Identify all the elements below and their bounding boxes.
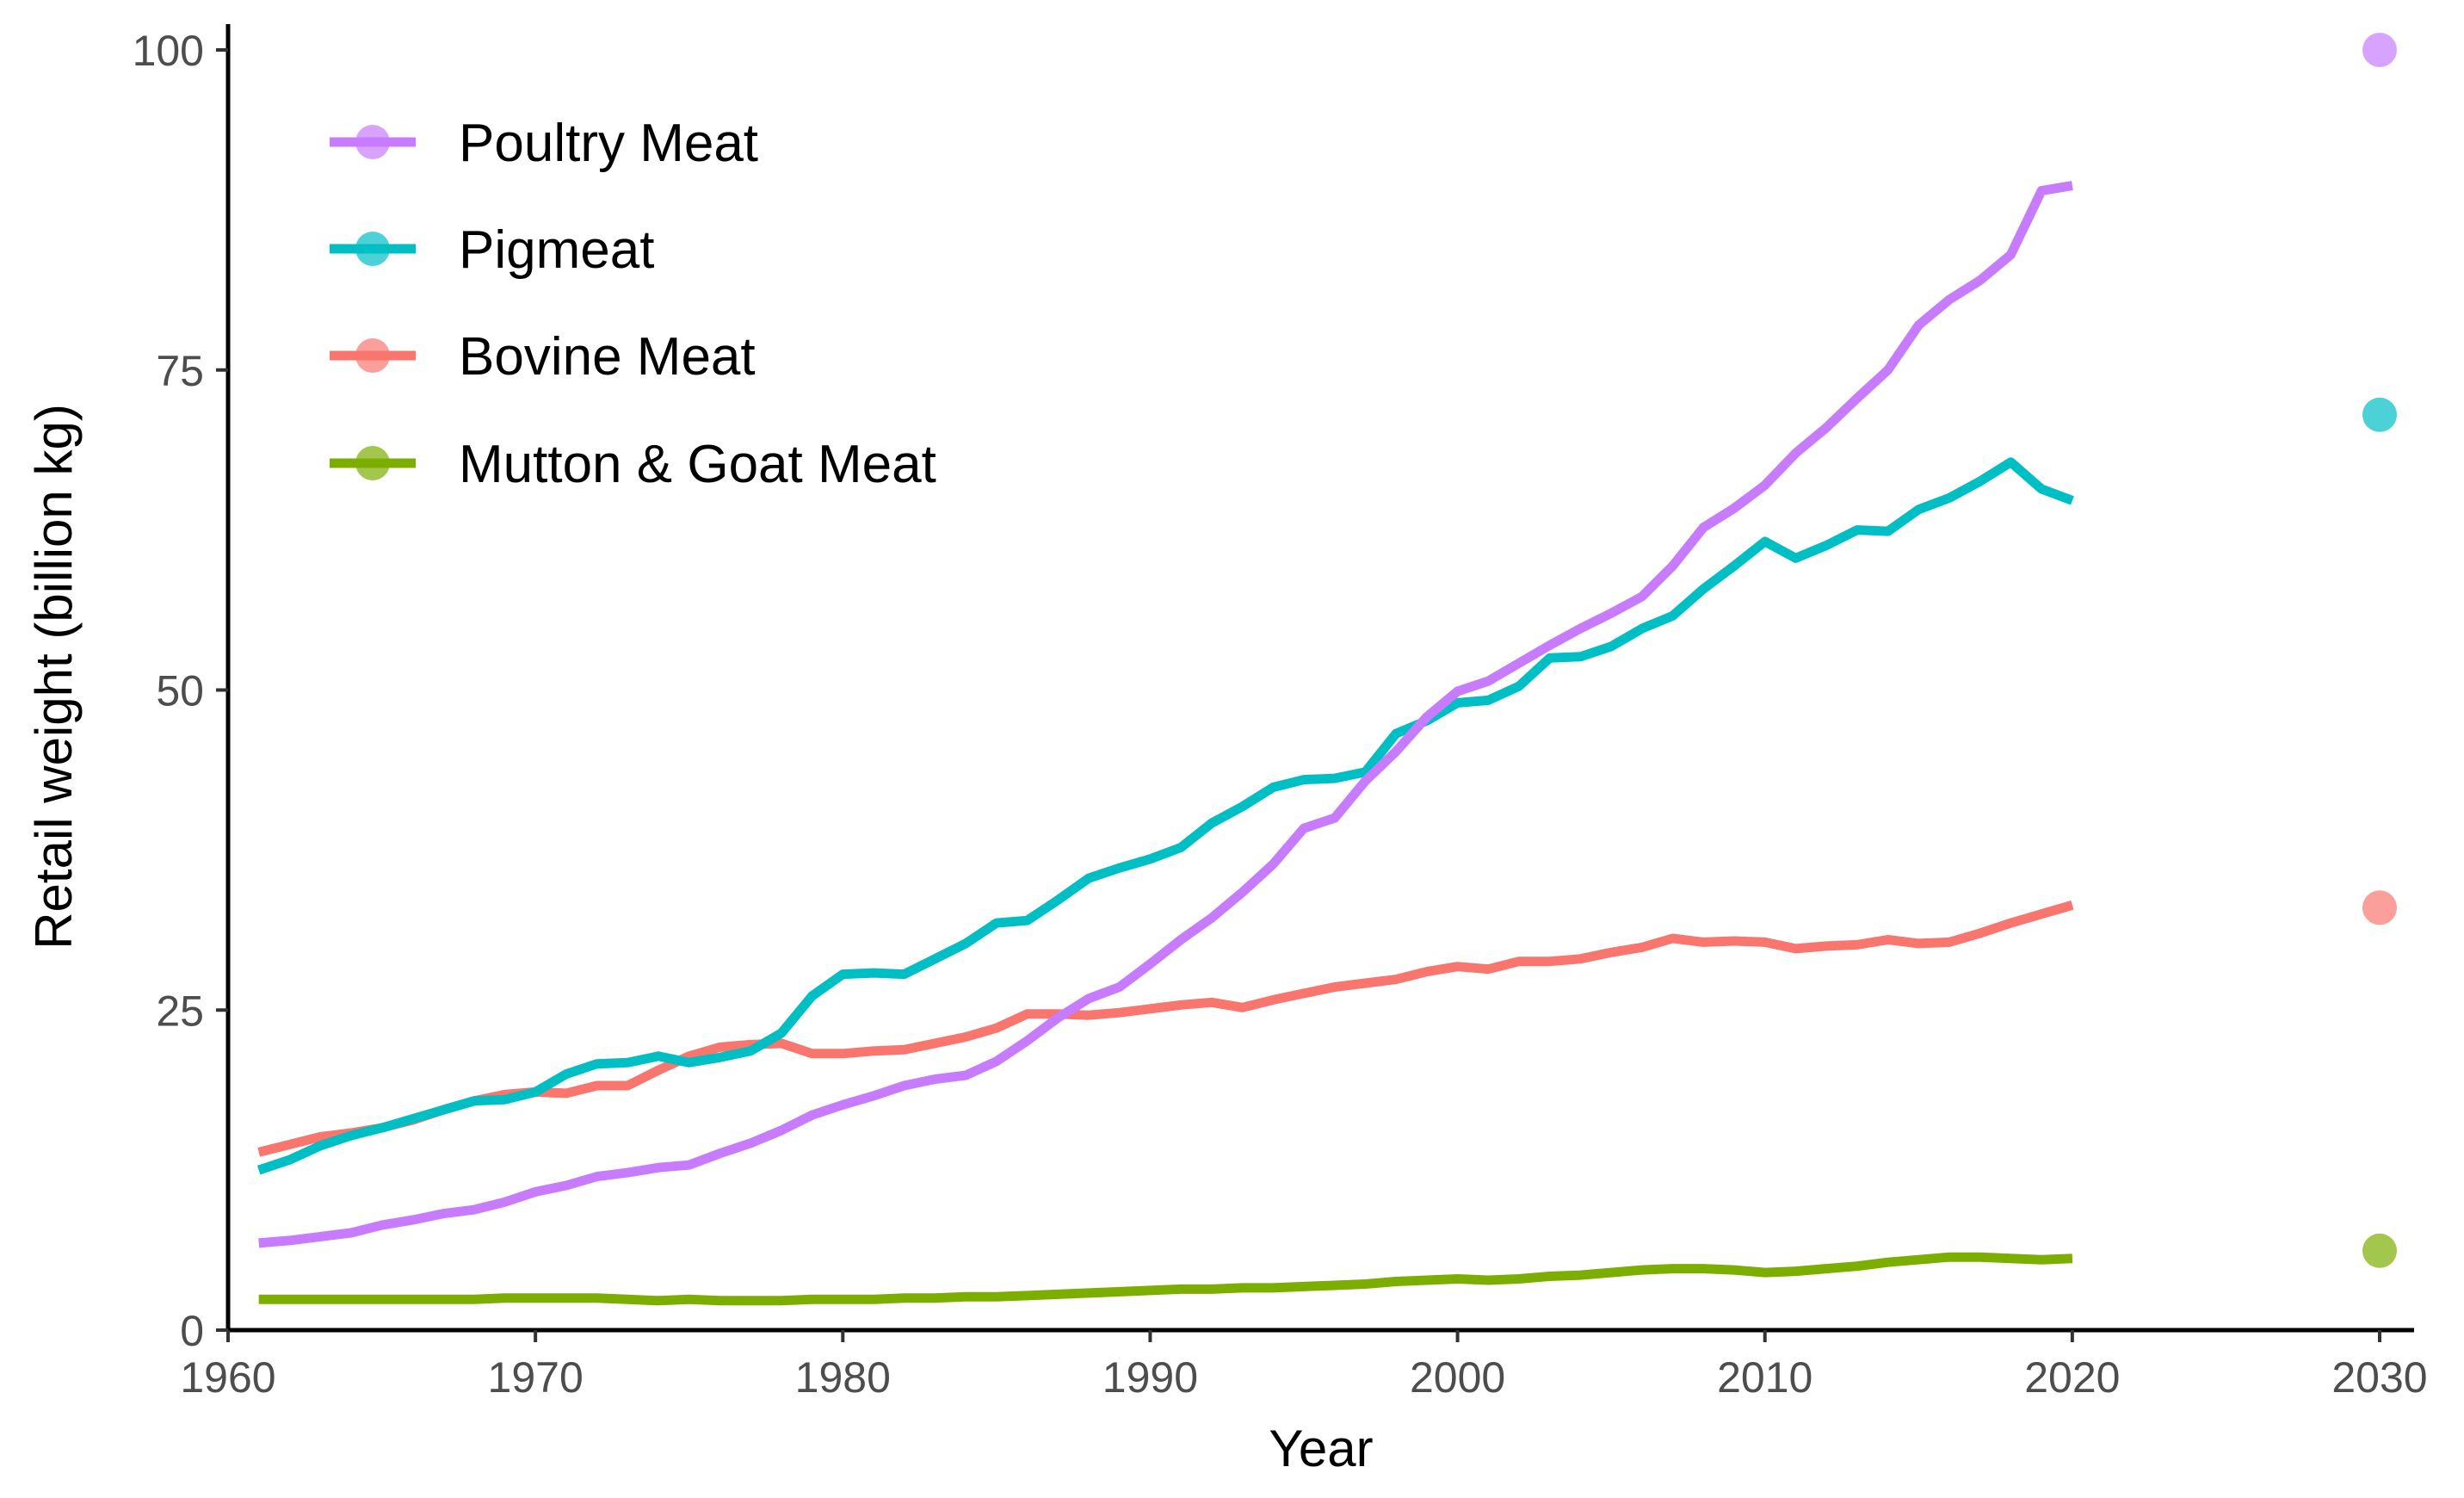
y-tick-label: 75 [156,347,204,395]
x-tick-label: 2010 [1717,1353,1812,1402]
projection-point-poultry-meat [2362,33,2397,67]
series-line-poultry-meat [258,181,2073,1248]
projection-points [2362,33,2397,1268]
x-tick-label: 1960 [180,1353,275,1402]
series-line-pigmeat [256,457,2074,1175]
series-line-bovine-meat [257,901,2074,1157]
y-tick-label: 0 [180,1307,204,1355]
axes [225,24,2414,1333]
y-tick-label: 100 [133,27,204,75]
series-lines [256,181,2074,1306]
x-tick-label: 1970 [488,1353,584,1402]
legend-key-dot-pigmeat [355,232,390,266]
legend-key-dot-mutton-goat-meat [355,446,390,480]
projection-point-bovine-meat [2362,890,2397,925]
x-tick-label: 2030 [2331,1353,2427,1402]
projection-point-pigmeat [2362,397,2397,432]
series-line-mutton-goat-meat [258,1252,2073,1306]
legend-label-poultry-meat: Poultry Meat [459,114,758,173]
legend: Poultry Meat Pigmeat Bovine Meat Mutton & G… [330,114,936,494]
x-tick-label: 1990 [1102,1353,1198,1402]
legend-label-pigmeat: Pigmeat [459,220,654,280]
axis-ticks: 1960 1970 1980 1990 2000 2010 2020 2030 0 25 50 75 1… [133,27,2428,1402]
y-tick-label: 50 [156,667,204,715]
legend-label-mutton-goat-meat: Mutton & Goat Meat [459,435,936,494]
legend-key-dot-poultry-meat [355,125,390,159]
projection-point-mutton-goat-meat [2362,1233,2397,1268]
y-axis-title: Retail weight (billion kg) [25,404,83,950]
y-tick-label: 25 [156,987,204,1035]
x-tick-label: 2020 [2024,1353,2120,1402]
x-tick-label: 2000 [1410,1353,1505,1402]
x-tick-label: 1980 [795,1353,891,1402]
x-axis-title: Year [1269,1420,1373,1477]
legend-key-dot-bovine-meat [355,338,390,373]
legend-label-bovine-meat: Bovine Meat [459,327,756,387]
